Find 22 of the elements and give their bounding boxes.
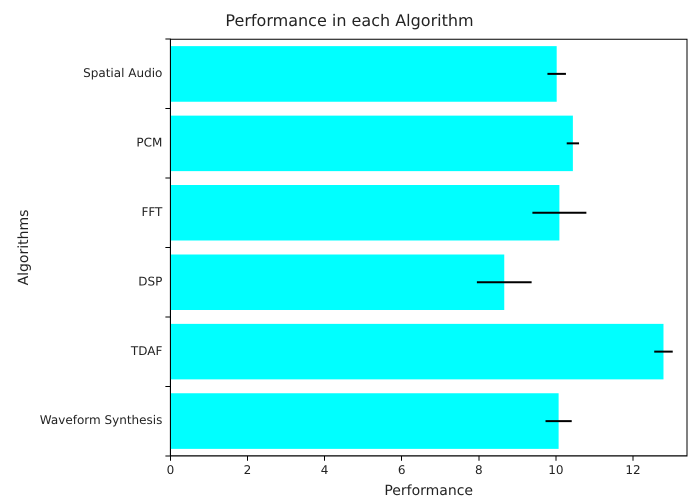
y-axis-title: Algorithms <box>16 210 32 286</box>
bar <box>170 393 559 449</box>
bar <box>170 116 573 172</box>
x-tick-label: 6 <box>398 463 406 478</box>
x-tick-label: 4 <box>320 463 328 478</box>
x-tick-label: 0 <box>166 463 174 478</box>
y-tick-label: Spatial Audio <box>83 66 162 80</box>
y-tick-label: PCM <box>136 135 162 150</box>
y-tick-label: DSP <box>138 274 162 288</box>
y-tick-label: FFT <box>141 204 164 219</box>
chart-title: Performance in each Algorithm <box>225 10 474 30</box>
x-tick-label: 10 <box>548 463 564 478</box>
bar <box>170 46 557 102</box>
bar <box>170 254 504 310</box>
y-tick-label: TDAF <box>130 344 162 358</box>
bar <box>170 324 664 380</box>
x-tick-label: 8 <box>474 463 483 478</box>
bar <box>170 185 560 241</box>
x-tick-label: 2 <box>244 463 252 478</box>
y-tick-label: Waveform Synthesis <box>40 413 162 428</box>
x-axis-title: Performance <box>384 483 474 500</box>
x-tick-label: 12 <box>625 463 641 478</box>
